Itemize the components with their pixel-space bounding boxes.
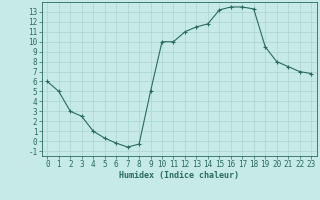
X-axis label: Humidex (Indice chaleur): Humidex (Indice chaleur) — [119, 171, 239, 180]
